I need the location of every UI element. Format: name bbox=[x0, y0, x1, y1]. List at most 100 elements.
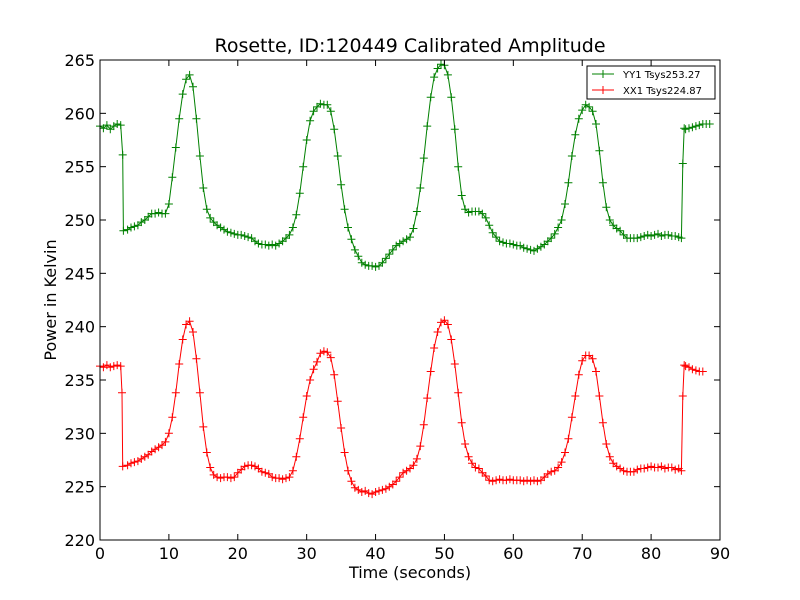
data-point-marker bbox=[691, 366, 700, 375]
data-point-marker bbox=[547, 467, 556, 476]
data-point-marker bbox=[433, 328, 442, 336]
data-point-marker bbox=[268, 473, 277, 482]
data-point-marker bbox=[474, 207, 483, 216]
x-tick-label: 20 bbox=[228, 544, 248, 563]
y-axis-label: Power in Kelvin bbox=[41, 239, 60, 360]
data-point-marker bbox=[371, 262, 380, 271]
data-point-marker bbox=[288, 223, 297, 232]
data-point-marker bbox=[588, 107, 597, 116]
data-point-marker bbox=[633, 465, 642, 474]
data-point-marker bbox=[457, 418, 466, 427]
data-point-marker bbox=[182, 75, 191, 84]
data-point-marker bbox=[254, 464, 263, 473]
y-tick-label: 265 bbox=[64, 51, 95, 70]
data-point-marker bbox=[285, 230, 294, 239]
data-point-marker bbox=[168, 413, 177, 422]
series-0 bbox=[96, 60, 714, 271]
data-point-marker bbox=[199, 184, 208, 192]
data-point-marker bbox=[247, 234, 256, 243]
data-point-marker bbox=[416, 442, 425, 451]
data-point-marker bbox=[216, 223, 225, 232]
y-tick-label: 225 bbox=[64, 478, 95, 497]
data-point-marker bbox=[478, 468, 487, 477]
data-point-marker bbox=[102, 121, 111, 130]
x-tick-label: 90 bbox=[710, 544, 730, 563]
data-point-marker bbox=[650, 230, 659, 239]
data-point-marker bbox=[364, 489, 373, 498]
data-point-marker bbox=[392, 477, 401, 486]
data-point-marker bbox=[443, 70, 452, 79]
data-point-marker bbox=[547, 234, 556, 243]
data-point-marker bbox=[118, 462, 127, 471]
legend-marker bbox=[599, 86, 607, 94]
y-tick-label: 235 bbox=[64, 371, 95, 390]
data-point-marker bbox=[264, 241, 273, 250]
data-point-marker bbox=[330, 370, 339, 379]
data-point-marker bbox=[433, 64, 442, 73]
data-point-marker bbox=[99, 363, 108, 372]
data-point-marker bbox=[340, 205, 349, 214]
data-point-marker bbox=[571, 130, 580, 139]
y-tick-label: 230 bbox=[64, 424, 95, 443]
data-point-marker bbox=[230, 229, 239, 238]
data-point-marker bbox=[681, 362, 690, 371]
data-point-marker bbox=[454, 388, 463, 397]
data-point-marker bbox=[440, 316, 449, 325]
data-point-marker bbox=[306, 376, 315, 384]
data-point-marker bbox=[588, 354, 597, 363]
data-point-marker bbox=[261, 468, 270, 477]
data-point-marker bbox=[536, 476, 545, 485]
data-point-marker bbox=[685, 124, 693, 133]
data-point-marker bbox=[578, 106, 587, 115]
data-point-marker bbox=[178, 90, 187, 99]
data-point-marker bbox=[533, 477, 542, 486]
data-point-marker bbox=[488, 228, 497, 237]
data-point-marker bbox=[189, 328, 197, 336]
data-point-marker bbox=[388, 480, 397, 489]
x-tick-label: 0 bbox=[95, 544, 105, 563]
data-point-marker bbox=[223, 473, 232, 482]
data-point-marker bbox=[533, 244, 542, 253]
data-point-marker bbox=[251, 462, 259, 471]
data-point-marker bbox=[481, 472, 490, 480]
data-point-marker bbox=[574, 114, 583, 123]
chart-title: Rosette, ID:120449 Calibrated Amplitude bbox=[214, 35, 605, 57]
data-point-marker bbox=[161, 437, 170, 446]
y-tick-label: 240 bbox=[64, 318, 95, 337]
data-point-marker bbox=[640, 232, 649, 240]
y-tick-label: 245 bbox=[64, 264, 95, 283]
data-point-marker bbox=[118, 388, 126, 397]
data-point-marker bbox=[474, 464, 483, 473]
data-point-marker bbox=[268, 240, 277, 249]
data-point-marker bbox=[492, 233, 501, 242]
data-point-marker bbox=[154, 208, 163, 217]
data-point-marker bbox=[519, 477, 528, 486]
data-point-marker bbox=[254, 239, 263, 248]
data-point-marker bbox=[306, 116, 315, 125]
data-point-marker bbox=[502, 476, 511, 485]
ticks-layer: 0 10 20 30 40 50 60 70 80 90 220 225 230 235 240 245 250… bbox=[64, 51, 730, 563]
x-tick-label: 60 bbox=[503, 544, 523, 563]
x-tick-label: 40 bbox=[365, 544, 385, 563]
data-point-marker bbox=[660, 464, 669, 473]
data-point-marker bbox=[116, 362, 125, 371]
data-point-marker bbox=[323, 100, 332, 109]
data-point-marker bbox=[151, 209, 160, 218]
data-point-marker bbox=[437, 318, 445, 327]
data-point-marker bbox=[357, 258, 366, 267]
data-point-marker bbox=[423, 394, 432, 403]
data-point-marker bbox=[323, 348, 332, 357]
data-point-marker bbox=[313, 102, 321, 111]
data-point-marker bbox=[485, 221, 494, 230]
data-point-marker bbox=[412, 454, 421, 463]
data-point-marker bbox=[144, 212, 153, 221]
data-point-marker bbox=[299, 162, 308, 171]
data-point-marker bbox=[288, 466, 297, 475]
data-point-marker bbox=[347, 235, 356, 244]
data-point-marker bbox=[478, 209, 487, 218]
data-point-marker bbox=[292, 452, 301, 461]
data-point-marker bbox=[240, 462, 249, 471]
data-point-marker bbox=[671, 232, 680, 240]
data-point-marker bbox=[419, 420, 428, 429]
data-point-marker bbox=[523, 476, 532, 485]
